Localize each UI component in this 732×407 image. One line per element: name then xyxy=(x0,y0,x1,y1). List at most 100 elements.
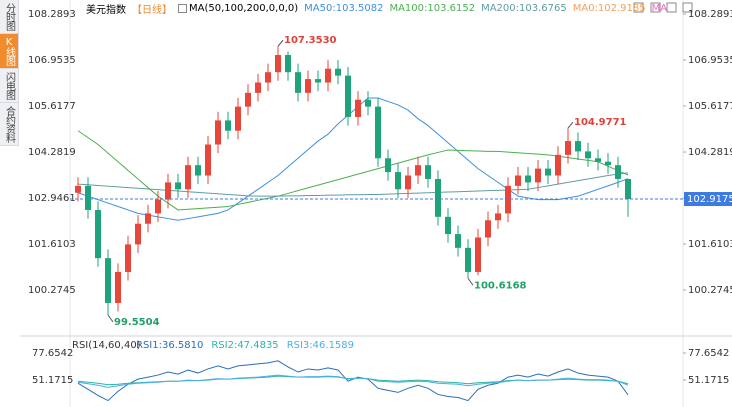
candle-body xyxy=(405,175,411,190)
candle-body xyxy=(95,209,101,259)
y-tick-label-right: 77.6542 xyxy=(688,348,729,359)
candle-body xyxy=(565,141,571,155)
candle-body xyxy=(225,120,231,131)
y-tick-label: 106.9535 xyxy=(28,55,76,66)
header: 美元指数 【日线】 MA(50,100,200,0,0,0) MA50:103.… xyxy=(86,1,668,16)
candle-body xyxy=(75,185,81,193)
candle-body xyxy=(355,99,361,117)
sidebar-tab[interactable]: K线图 xyxy=(0,34,18,69)
candle-body xyxy=(285,54,291,73)
candle-body xyxy=(495,213,501,221)
checkbox[interactable] xyxy=(178,3,187,13)
candle-body xyxy=(155,199,161,214)
candle-body xyxy=(245,92,251,107)
annotation-label: 99.5504 xyxy=(114,317,160,328)
candle-body xyxy=(305,79,311,93)
y-tick-label-right: 104.2819 xyxy=(688,147,732,158)
candle-body xyxy=(145,213,151,224)
candle-body xyxy=(445,216,451,235)
annotation-label: 107.3530 xyxy=(284,35,337,46)
last-price-label: 102.9175 xyxy=(687,194,732,205)
annotation-pointer xyxy=(107,314,114,323)
candle-body xyxy=(475,237,481,272)
candle-body xyxy=(395,172,401,190)
candle-body xyxy=(195,165,201,176)
candle-body xyxy=(605,161,611,166)
candle-body xyxy=(175,182,181,190)
y-tick-label: 51.1715 xyxy=(32,375,73,386)
candle-body xyxy=(555,154,561,176)
candle-body xyxy=(415,165,421,176)
candle-body xyxy=(135,223,141,245)
candle-body xyxy=(435,178,441,217)
annotation-pointer xyxy=(567,121,574,129)
candle-body xyxy=(425,165,431,179)
legend-entry: MA100:103.6152 xyxy=(389,2,476,14)
rsi-title: RSI(14,60,40) xyxy=(72,340,141,351)
y-tick-label: 101.6103 xyxy=(28,239,76,250)
candle-body xyxy=(125,244,131,272)
y-tick-label: 105.6177 xyxy=(28,101,76,112)
candle-body xyxy=(165,182,171,200)
annotation-label: 100.6168 xyxy=(474,280,527,291)
y-tick-label-right: 106.9535 xyxy=(688,55,732,66)
sidebar-tab[interactable]: 分时图 xyxy=(0,0,18,34)
candle-body xyxy=(585,151,591,159)
candle-body xyxy=(505,185,511,214)
legend-entry: MA0:102.9185 xyxy=(572,2,646,14)
candle-body xyxy=(615,165,621,179)
tool-icon[interactable] xyxy=(682,2,693,13)
candle-body xyxy=(215,120,221,145)
candle-body xyxy=(595,158,601,162)
y-tick-label-right: 51.1715 xyxy=(688,375,729,386)
annotation-label: 104.9771 xyxy=(574,117,627,128)
candle-body xyxy=(535,168,541,183)
sidebar-tab[interactable]: 闪电图 xyxy=(0,69,18,103)
candle-body xyxy=(375,106,381,159)
candle-body xyxy=(385,158,391,173)
candle-body xyxy=(465,247,471,272)
annotation-pointer xyxy=(467,277,474,286)
period[interactable]: 【日线】 xyxy=(132,4,172,16)
candle-body xyxy=(525,175,531,183)
rsi-line xyxy=(77,374,629,388)
candle-body xyxy=(315,79,321,83)
y-tick-label: 108.2893 xyxy=(28,9,76,20)
sidebar-tab[interactable]: 合约资料 xyxy=(0,103,18,146)
legend-entry: MA xyxy=(651,2,668,14)
tool-icon[interactable] xyxy=(650,2,661,13)
last-price-box xyxy=(684,192,732,207)
candle-body xyxy=(515,175,521,186)
ma-line xyxy=(77,172,629,197)
candle-body xyxy=(575,141,581,152)
candle-body xyxy=(485,220,491,238)
y-tick-label: 100.2745 xyxy=(28,285,76,296)
tool-icon[interactable] xyxy=(666,2,677,13)
y-tick-label-right: 105.6177 xyxy=(688,101,732,112)
candle-body xyxy=(625,178,631,200)
candle-body xyxy=(325,68,331,83)
y-tick-label: 102.9461 xyxy=(28,193,76,204)
candle-body xyxy=(275,54,281,73)
candle-body xyxy=(105,258,111,303)
rsi-line xyxy=(77,360,629,402)
candle-body xyxy=(85,185,91,210)
candle-body xyxy=(545,168,551,176)
candle-body xyxy=(295,72,301,93)
title: 美元指数 xyxy=(86,4,126,16)
legend-entry: MA50:103.5082 xyxy=(304,2,384,14)
sidebar: 分时图 K线图 闪电图 合约资料 xyxy=(0,0,19,146)
candle-body xyxy=(115,271,121,303)
legend-entry: RSI3:46.1589 xyxy=(287,340,354,351)
candle-body xyxy=(205,144,211,176)
tool-icon[interactable] xyxy=(633,2,644,13)
candle-body xyxy=(455,234,461,248)
y-tick-label-right: 101.6103 xyxy=(688,239,732,250)
legend-entry: MA200:103.6765 xyxy=(481,2,567,14)
indicator: MA(50,100,200,0,0,0) xyxy=(189,2,299,14)
candle-body xyxy=(345,75,351,117)
y-tick-label-right: 100.2745 xyxy=(688,285,732,296)
annotation-pointer xyxy=(277,39,284,47)
